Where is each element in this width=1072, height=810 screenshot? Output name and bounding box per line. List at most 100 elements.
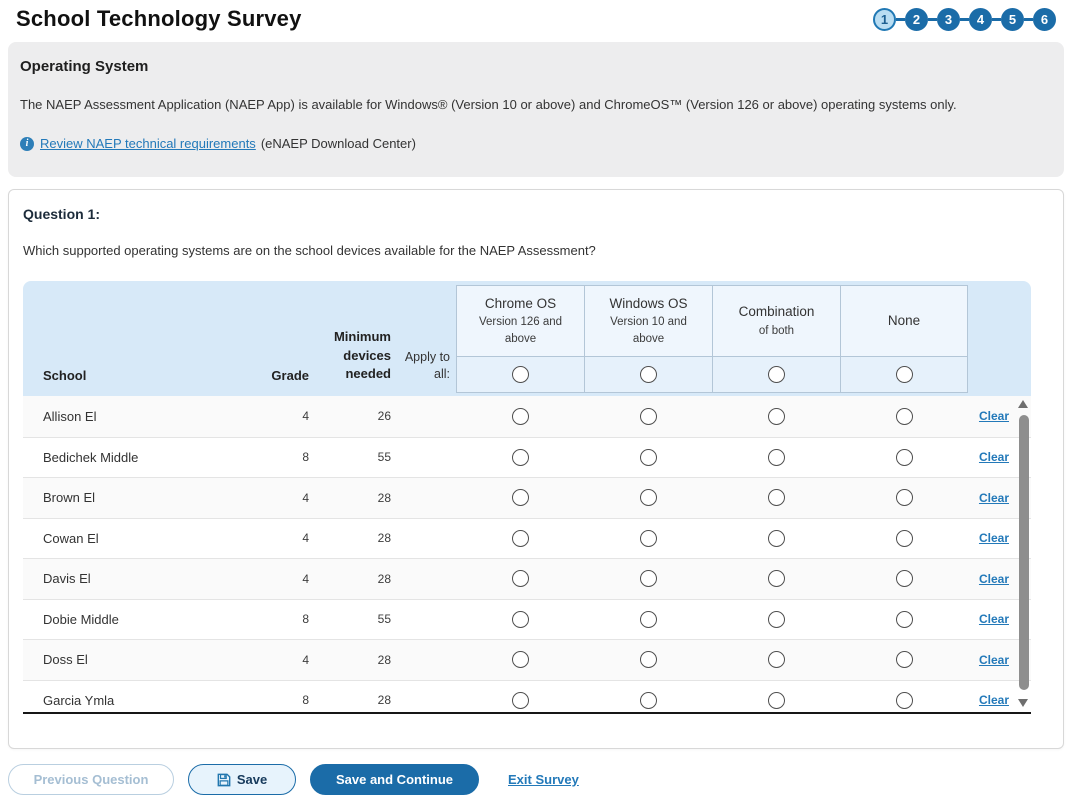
radio-chrome-os[interactable]	[512, 449, 529, 466]
previous-question-button[interactable]: Previous Question	[8, 764, 174, 795]
radio-windows-os[interactable]	[640, 408, 657, 425]
devices-needed-cell: 28	[309, 653, 391, 667]
radio-none[interactable]	[896, 449, 913, 466]
table-row: Allison El 4 26 Clear	[23, 396, 1031, 437]
devices-needed-cell: 26	[309, 409, 391, 423]
option-name-none: None	[888, 311, 920, 331]
step-connector	[896, 18, 905, 21]
radio-windows-os[interactable]	[640, 489, 657, 506]
table-row: Doss El 4 28 Clear	[23, 639, 1031, 680]
clear-row-link[interactable]: Clear	[979, 409, 1009, 423]
step-circle-5[interactable]: 5	[1001, 8, 1024, 31]
apply-all-radio-combination[interactable]	[768, 366, 785, 383]
radio-none[interactable]	[896, 692, 913, 709]
step-circle-3[interactable]: 3	[937, 8, 960, 31]
save-button[interactable]: Save	[188, 764, 296, 795]
option-column-combination: Combination of both	[712, 281, 840, 396]
radio-chrome-os[interactable]	[512, 692, 529, 709]
apply-all-radio-chrome-os[interactable]	[512, 366, 529, 383]
save-floppy-icon	[217, 773, 231, 787]
table-row: Garcia Ymla 8 28 Clear	[23, 680, 1031, 715]
step-circle-6[interactable]: 6	[1033, 8, 1056, 31]
question-card: Question 1: Which supported operating sy…	[8, 189, 1064, 749]
radio-chrome-os[interactable]	[512, 651, 529, 668]
radio-combination[interactable]	[768, 408, 785, 425]
apply-all-radio-none[interactable]	[896, 366, 913, 383]
radio-windows-os[interactable]	[640, 651, 657, 668]
apply-all-radio-windows-os[interactable]	[640, 366, 657, 383]
school-name-cell: Cowan El	[23, 531, 243, 546]
radio-combination[interactable]	[768, 530, 785, 547]
grade-cell: 4	[243, 409, 309, 423]
clear-row-link[interactable]: Clear	[979, 612, 1009, 626]
table-row: Davis El 4 28 Clear	[23, 558, 1031, 599]
radio-chrome-os[interactable]	[512, 570, 529, 587]
exit-survey-link[interactable]: Exit Survey	[508, 772, 579, 787]
radio-combination[interactable]	[768, 651, 785, 668]
radio-chrome-os[interactable]	[512, 408, 529, 425]
devices-needed-cell: 28	[309, 491, 391, 505]
option-column-none: None	[840, 281, 968, 396]
table-row: Dobie Middle 8 55 Clear	[23, 599, 1031, 640]
grade-cell: 4	[243, 531, 309, 545]
step-circle-2[interactable]: 2	[905, 8, 928, 31]
scrollbar-thumb[interactable]	[1019, 415, 1029, 690]
radio-none[interactable]	[896, 489, 913, 506]
radio-chrome-os[interactable]	[512, 489, 529, 506]
radio-none[interactable]	[896, 611, 913, 628]
radio-combination[interactable]	[768, 489, 785, 506]
grade-cell: 8	[243, 612, 309, 626]
radio-combination[interactable]	[768, 449, 785, 466]
radio-combination[interactable]	[768, 570, 785, 587]
radio-chrome-os[interactable]	[512, 530, 529, 547]
info-box-heading: Operating System	[20, 58, 1052, 75]
option-column-chrome-os: Chrome OS Version 126 and above	[456, 281, 584, 396]
review-naep-technical-requirements-link[interactable]: Review NAEP technical requirements	[40, 136, 256, 151]
clear-row-link[interactable]: Clear	[979, 693, 1009, 707]
radio-windows-os[interactable]	[640, 530, 657, 547]
devices-needed-cell: 28	[309, 693, 391, 707]
table-header: School Grade Minimum devices needed Appl…	[23, 281, 1031, 396]
operating-system-info-box: Operating System The NAEP Assessment App…	[8, 42, 1064, 177]
option-name-combination: Combination	[739, 302, 815, 322]
option-column-windows-os: Windows OS Version 10 and above	[584, 281, 712, 396]
radio-none[interactable]	[896, 570, 913, 587]
info-box-text: The NAEP Assessment Application (NAEP Ap…	[20, 97, 1052, 112]
step-connector	[992, 18, 1001, 21]
radio-windows-os[interactable]	[640, 692, 657, 709]
radio-none[interactable]	[896, 530, 913, 547]
radio-combination[interactable]	[768, 611, 785, 628]
radio-none[interactable]	[896, 651, 913, 668]
radio-windows-os[interactable]	[640, 570, 657, 587]
question-number-label: Question 1:	[23, 206, 1049, 222]
radio-none[interactable]	[896, 408, 913, 425]
grade-cell: 4	[243, 653, 309, 667]
table-row: Cowan El 4 28 Clear	[23, 518, 1031, 559]
save-and-continue-button[interactable]: Save and Continue	[310, 764, 479, 795]
school-name-cell: Brown El	[23, 490, 243, 505]
clear-row-link[interactable]: Clear	[979, 653, 1009, 667]
scroll-down-arrow-icon[interactable]	[1018, 699, 1028, 707]
grade-cell: 4	[243, 572, 309, 586]
clear-row-link[interactable]: Clear	[979, 450, 1009, 464]
radio-windows-os[interactable]	[640, 449, 657, 466]
clear-row-link[interactable]: Clear	[979, 531, 1009, 545]
table-scrollbar	[1017, 398, 1030, 709]
option-sub-combination: of both	[759, 323, 794, 340]
top-bar: School Technology Survey 123456	[0, 0, 1072, 42]
scroll-up-arrow-icon[interactable]	[1018, 400, 1028, 408]
save-button-label: Save	[237, 772, 267, 787]
technical-requirements-row: i Review NAEP technical requirements (eN…	[20, 136, 1052, 151]
radio-combination[interactable]	[768, 692, 785, 709]
radio-windows-os[interactable]	[640, 611, 657, 628]
radio-chrome-os[interactable]	[512, 611, 529, 628]
step-circle-1[interactable]: 1	[873, 8, 896, 31]
option-name-windows-os: Windows OS	[609, 294, 687, 314]
grade-cell: 4	[243, 491, 309, 505]
school-name-cell: Bedichek Middle	[23, 450, 243, 465]
info-circle-icon: i	[20, 137, 34, 151]
step-circle-4[interactable]: 4	[969, 8, 992, 31]
clear-row-link[interactable]: Clear	[979, 572, 1009, 586]
clear-row-link[interactable]: Clear	[979, 491, 1009, 505]
step-connector	[960, 18, 969, 21]
